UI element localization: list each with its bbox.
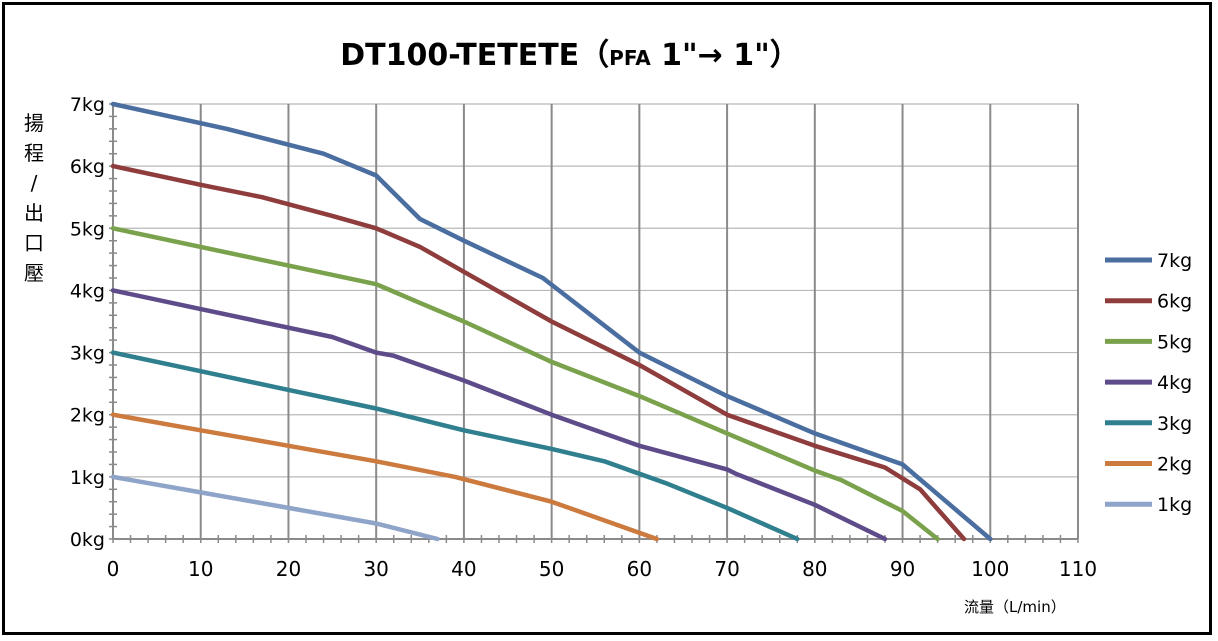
ylabel-char: 口 xyxy=(24,231,44,255)
x-tick-label: 50 xyxy=(539,557,564,581)
y-tick-label: 2kg xyxy=(70,405,105,427)
series-lines xyxy=(110,101,993,542)
legend-label: 7kg xyxy=(1157,250,1192,272)
tick-labels: 0kg 1kg 2kg 3kg 4kg 5kg 6kg 7kg 0 10 20 30 40 50 60 70 8… xyxy=(70,94,1097,581)
x-axis-label: 流量（L/min） xyxy=(964,598,1066,616)
y-tick-label: 5kg xyxy=(70,218,105,240)
series-line xyxy=(110,101,993,542)
ylabel-char: / xyxy=(30,171,38,195)
ylabel-char: 出 xyxy=(24,201,44,225)
x-tick-label: 100 xyxy=(971,557,1009,581)
title-pfa: PFA xyxy=(609,46,651,70)
x-tick-label: 80 xyxy=(802,557,827,581)
y-tick-label: 6kg xyxy=(70,156,105,178)
x-tick-label: 20 xyxy=(276,557,301,581)
series-line xyxy=(110,350,800,542)
grid xyxy=(112,103,1079,540)
series-line xyxy=(110,163,967,542)
legend-label: 5kg xyxy=(1157,331,1192,353)
title-main: DT100-TETETE（ xyxy=(340,38,610,73)
ylabel-char: 揚 xyxy=(24,111,44,135)
legend-label: 6kg xyxy=(1157,291,1192,313)
x-tick-label: 60 xyxy=(627,557,652,581)
x-tick-label: 10 xyxy=(188,557,213,581)
y-axis-label: 揚 程 / 出 口 壓 xyxy=(22,108,46,288)
legend-label: 3kg xyxy=(1157,413,1192,435)
ylabel-char: 壓 xyxy=(24,261,44,285)
legend-label: 1kg xyxy=(1157,494,1192,516)
legend-label: 2kg xyxy=(1157,454,1192,476)
legend-label: 4kg xyxy=(1157,372,1192,394)
y-tick-label: 1kg xyxy=(70,467,105,489)
chart-title: DT100-TETETE（PFA 1"→ 1"） xyxy=(0,30,1140,74)
series-line xyxy=(110,474,440,542)
x-tick-label: 110 xyxy=(1059,557,1097,581)
title-rest: 1"→ 1"） xyxy=(650,38,800,73)
y-tick-label: 3kg xyxy=(70,343,105,365)
legend: 7kg 6kg 5kg 4kg 3kg 2kg 1kg xyxy=(1105,250,1192,516)
y-tick-label: 7kg xyxy=(70,94,105,116)
series-line xyxy=(110,412,660,542)
x-tick-label: 90 xyxy=(890,557,915,581)
x-tick-label: 70 xyxy=(714,557,739,581)
y-tick-label: 4kg xyxy=(70,280,105,302)
ylabel-char: 程 xyxy=(24,141,44,165)
series-line xyxy=(110,288,888,542)
series-line xyxy=(110,226,940,542)
y-tick-label: 0kg xyxy=(70,529,105,551)
x-tick-label: 30 xyxy=(363,557,388,581)
x-tick-label: 0 xyxy=(107,557,120,581)
x-tick-label: 40 xyxy=(451,557,476,581)
